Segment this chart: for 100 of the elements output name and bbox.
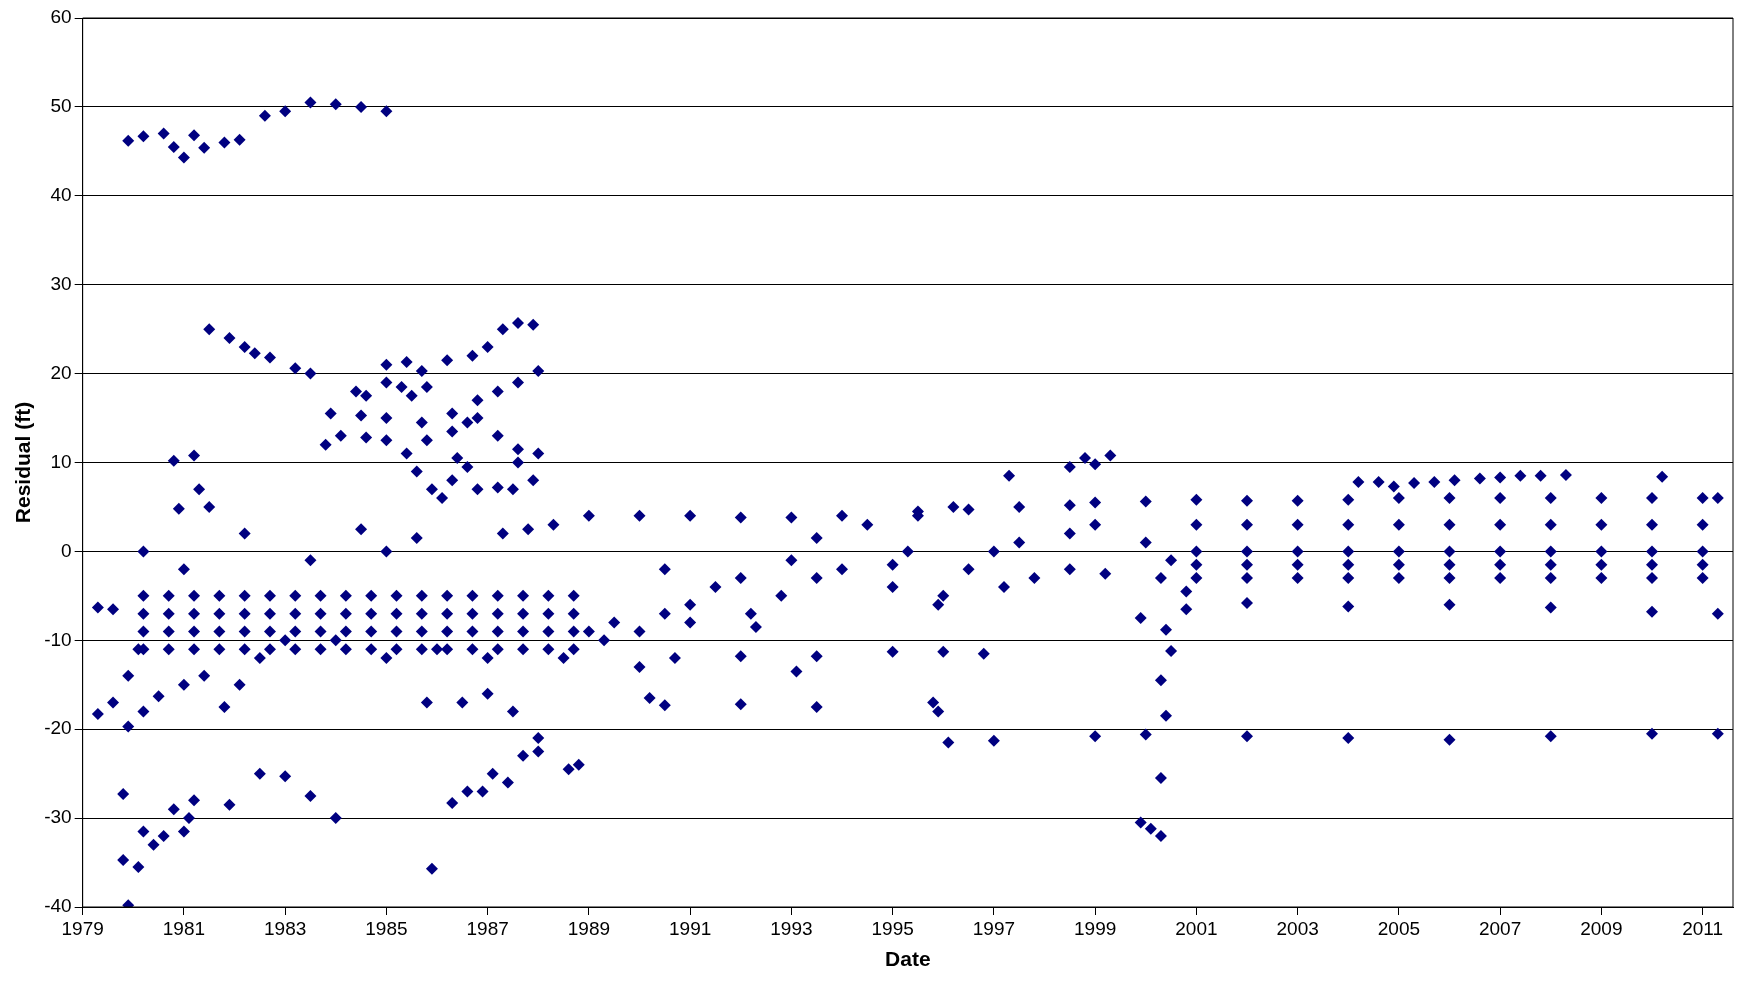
point [188,794,201,807]
point [198,141,211,154]
point [1190,572,1203,585]
point [279,770,292,783]
point [1448,474,1461,487]
point [471,394,484,407]
point [289,362,302,375]
point [1139,495,1152,508]
point [643,692,656,705]
point [157,829,170,842]
point [527,474,540,487]
point [1392,492,1405,505]
point [861,518,874,531]
point [942,736,955,749]
point [1372,476,1385,489]
point [1089,496,1102,509]
x-tick-label: 2001 [1175,917,1218,939]
point [471,483,484,496]
point [172,502,185,515]
point [263,351,276,364]
point [1443,545,1456,558]
point [177,825,190,838]
point [466,625,479,638]
point [1190,493,1203,506]
x-tick-label: 1989 [567,917,611,939]
point [608,616,621,629]
point [547,518,560,531]
point [1154,572,1167,585]
x-tick-label: 1983 [264,917,307,939]
point [1646,572,1658,585]
point [1544,572,1557,585]
point [1165,554,1178,567]
point [962,563,975,576]
point [177,678,190,691]
point [1291,572,1304,585]
point [1089,730,1102,743]
point [289,607,302,620]
point [1696,545,1709,558]
y-tick-label: -30 [44,806,72,828]
point [405,389,418,402]
point [481,652,494,665]
point [810,650,823,663]
point [1139,536,1152,549]
point [886,645,899,658]
point [684,509,697,522]
point [734,698,747,711]
point [248,347,261,360]
point [542,625,555,638]
point [1154,829,1167,842]
point [238,625,251,638]
point [501,776,514,789]
point [532,447,545,460]
point [441,354,454,367]
point [1534,469,1547,482]
point [1595,492,1608,505]
point [213,589,226,602]
x-tick-label: 1979 [61,917,104,939]
y-axis-title: Residual (ft) [11,401,35,524]
point [998,580,1011,593]
point [937,645,950,658]
point [1646,727,1658,740]
point [380,105,393,118]
point [329,634,342,647]
point [658,607,671,620]
point [567,625,580,638]
point [1160,709,1173,722]
point [132,861,145,873]
point [744,607,757,620]
point [314,589,327,602]
point [785,511,798,524]
point [137,589,150,602]
point [1342,493,1355,506]
point [491,625,504,638]
point [471,412,484,425]
point [218,136,231,149]
point [633,509,646,522]
point [1291,518,1304,531]
point [355,523,368,536]
x-tick-label: 1987 [466,917,509,939]
point [932,705,945,718]
point [91,601,104,614]
point [390,589,403,602]
point [410,465,423,478]
point [339,643,352,656]
point [441,607,454,620]
point [1494,558,1507,571]
x-axis-title: Date [885,947,931,971]
point [1144,822,1157,835]
point [1473,472,1486,485]
point [1392,572,1405,585]
x-tick-label: 1995 [871,917,914,939]
point [425,862,438,875]
point [1428,476,1441,489]
point [395,380,408,393]
point [1696,518,1709,531]
point [886,558,899,571]
point [522,523,535,536]
point [162,589,175,602]
point [1003,469,1016,482]
point [446,407,459,420]
